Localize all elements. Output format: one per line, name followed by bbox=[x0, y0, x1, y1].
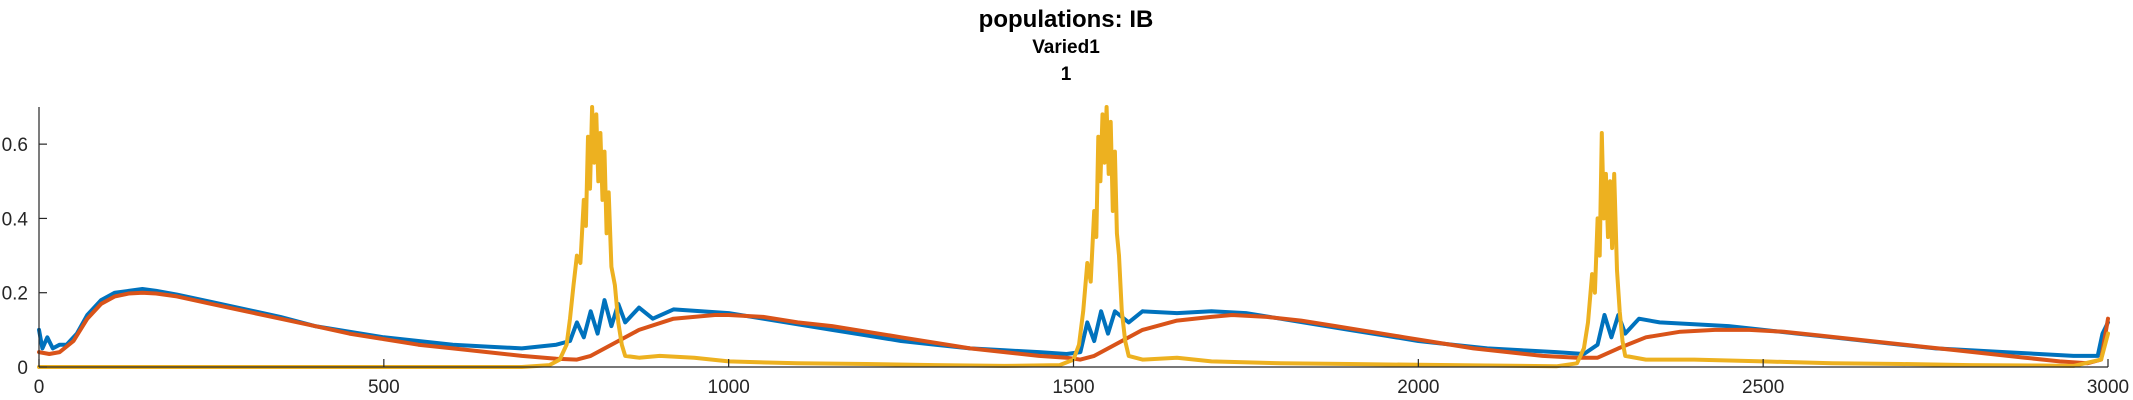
x-tick-label: 3000 bbox=[2087, 377, 2129, 398]
axes-layer: 0 500 1000 1500 2000 2500 3000 0 0.2 0.4 0.6 bbox=[2, 107, 2129, 398]
y-tick-label: 0.4 bbox=[2, 209, 29, 230]
series-layer bbox=[37, 105, 2110, 369]
x-tick-label: 0 bbox=[34, 377, 45, 398]
chart-subtitle: Varied1 bbox=[1032, 37, 1100, 58]
x-tick-label: 2500 bbox=[1742, 377, 1784, 398]
y-tick-label: 0.6 bbox=[2, 135, 28, 156]
series-line-2 bbox=[37, 290, 2110, 366]
y-tick-label: 0 bbox=[17, 358, 28, 379]
chart-subtitle-2: 1 bbox=[1061, 64, 1072, 85]
plot-area: 0 500 1000 1500 2000 2500 3000 0 0.2 0.4 0.6 bbox=[2, 105, 2129, 398]
x-tick-label: 1500 bbox=[1052, 377, 1094, 398]
x-tick-label: 500 bbox=[368, 377, 400, 398]
y-tick-label: 0.2 bbox=[2, 284, 28, 305]
series-line-1 bbox=[37, 287, 2110, 358]
series-line-3 bbox=[37, 105, 2110, 369]
chart-title: populations: IB bbox=[979, 6, 1154, 33]
x-tick-label: 1000 bbox=[708, 377, 750, 398]
x-tick-label: 2000 bbox=[1397, 377, 1439, 398]
